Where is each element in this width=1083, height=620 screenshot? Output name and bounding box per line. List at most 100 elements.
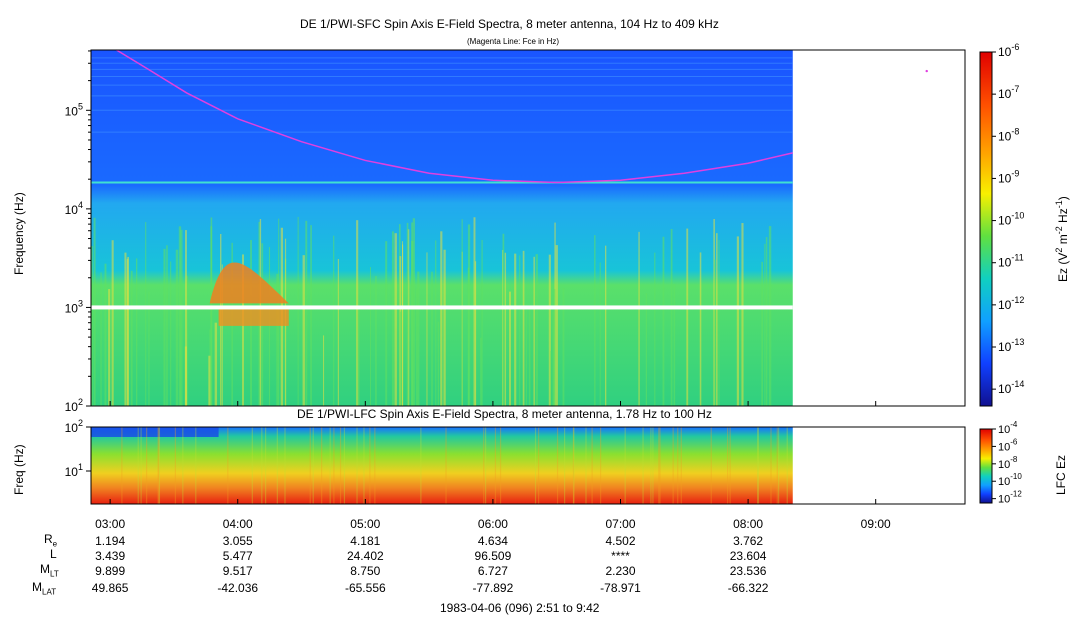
ephemeris-value: 2.230	[605, 564, 636, 578]
ephemeris-value: 23.536	[729, 564, 767, 578]
lfc-streak	[573, 427, 575, 504]
lfc-streak	[556, 427, 559, 504]
lfc-cbar-exp: -8	[1010, 455, 1018, 464]
sfc-emission-streak	[406, 222, 409, 406]
sfc-emission-streak	[322, 335, 325, 406]
lfc-streak	[343, 427, 346, 504]
sfc-emission-streak	[333, 235, 335, 406]
lfc-cbar-tick-label: 10-8	[998, 455, 1018, 471]
lfc-cbar-tick-label: 10-6	[998, 437, 1018, 453]
sfc-cbar-exp: -11	[1011, 253, 1023, 263]
bottom-chart-title: DE 1/PWI-LFC Spin Axis E-Field Spectra, …	[297, 407, 712, 421]
ephemeris-label-mlt: MLT	[40, 562, 59, 579]
sfc-emission-streak	[93, 217, 96, 406]
sfc-colorbar-label: Ez (V2 m-2 Hz-1)	[1054, 196, 1070, 282]
sfc-emission-streak	[552, 311, 555, 406]
sfc-cbar-exp: -6	[1011, 42, 1019, 52]
sfc-emission-streak	[145, 222, 147, 406]
sfc-emission-streak	[104, 263, 107, 406]
ephemeris-value: 9.517	[222, 564, 253, 578]
sfc-emission-streak	[399, 311, 403, 406]
xtick-label: 05:00	[350, 517, 380, 531]
lfc-cbar-tick-label: 10-4	[998, 420, 1018, 436]
sfc-emission-streak	[412, 218, 416, 406]
sfc-emission-streak	[764, 243, 766, 406]
sfc-emission-streak	[440, 231, 443, 406]
sfc-emission-streak	[437, 321, 440, 406]
sfc-emission-streak	[481, 239, 483, 406]
lfc-cbar-tick-label: 10-12	[998, 490, 1022, 506]
lfc-streak	[284, 427, 286, 504]
sfc-data-gap	[91, 305, 793, 310]
ephemeris-value: 49.865	[91, 581, 129, 595]
sfc-emission-streak	[178, 226, 182, 406]
lfc-streak	[499, 427, 502, 504]
ephemeris-label-re: Re	[44, 532, 58, 549]
sfc-emission-streak	[302, 255, 305, 406]
lfc-ylabel: Freq (Hz)	[12, 444, 26, 495]
lfc-streak	[333, 427, 335, 504]
sfc-emission-streak	[148, 291, 150, 406]
lfc-streak	[786, 427, 788, 504]
sfc-cbar-exp: -14	[1011, 379, 1024, 389]
sfc-cbar-tick-label: 10-11	[998, 253, 1024, 270]
sfc-emission-streak	[519, 255, 521, 406]
lfc-streak	[778, 427, 780, 504]
lfc-cbar-exp: -10	[1010, 472, 1022, 481]
lfc-streak	[658, 427, 660, 504]
ephemeris-value: -78.971	[600, 581, 641, 595]
lfc-ytick-label: 101	[65, 462, 83, 479]
lfc-streak	[624, 427, 626, 504]
sfc-plot-frame	[90, 49, 966, 407]
sfc-emission-streak	[170, 261, 172, 406]
lfc-streak	[585, 427, 587, 504]
lfc-cbar-exp: -6	[1010, 437, 1018, 446]
sfc-emission-streak	[535, 254, 538, 406]
sfc-emission-streak	[166, 245, 168, 406]
sfc-emission-streak	[426, 252, 428, 406]
sfc-ytick-label: 105	[65, 101, 83, 118]
lfc-streak	[445, 427, 447, 504]
footer-time-range: 1983-04-06 (096) 2:51 to 9:42	[440, 601, 600, 615]
lfc-streak	[356, 427, 358, 504]
sfc-emission-streak	[297, 216, 299, 406]
sfc-cbar-exp: -8	[1011, 126, 1019, 136]
lfc-streak	[195, 427, 197, 504]
sfc-emission-streak	[480, 337, 482, 406]
sfc-emission-streak	[310, 225, 312, 406]
sfc-emission-streak	[435, 240, 437, 406]
fce-line	[116, 49, 793, 184]
sfc-emission-streak	[713, 219, 715, 406]
ephemeris-value: 1.194	[95, 534, 126, 548]
sfc-emission-streak	[370, 267, 372, 406]
sfc-emission-streak	[305, 220, 308, 406]
sfc-emission-streak	[548, 254, 551, 406]
lfc-streak	[770, 427, 772, 504]
sfc-cbar-tick-label: 10-7	[998, 84, 1019, 101]
lfc-spectrogram	[91, 427, 793, 504]
ephemeris-value: -77.892	[472, 581, 514, 595]
sfc-emission-streak	[394, 233, 397, 406]
sfc-ytick-exp: 4	[78, 200, 83, 210]
sfc-emission-streak	[533, 256, 535, 406]
lfc-streak	[121, 427, 123, 504]
sfc-cbar-exp: -12	[1011, 295, 1024, 305]
sfc-emission-streak	[130, 270, 133, 406]
xtick-label: 07:00	[605, 517, 635, 531]
ephemeris-value: 3.762	[733, 534, 764, 548]
sfc-emission-streak	[474, 261, 477, 406]
lfc-streak	[537, 427, 540, 504]
sfc-emission-streak	[431, 271, 433, 406]
lfc-streak	[276, 427, 278, 504]
sfc-emission-streak	[163, 248, 166, 406]
sfc-emission-streak	[662, 236, 665, 406]
sfc-emission-streak	[654, 252, 656, 406]
ephemeris-value: 9.899	[95, 564, 126, 578]
lfc-ytick-exp: 1	[78, 462, 83, 472]
sfc-ytick-label: 102	[65, 397, 83, 414]
lfc-streak	[158, 427, 160, 504]
sfc-cbar-tick-label: 10-8	[998, 126, 1019, 143]
lfc-streak	[158, 427, 161, 504]
sfc-ytick-exp: 5	[78, 101, 83, 111]
lfc-streak	[650, 427, 652, 504]
